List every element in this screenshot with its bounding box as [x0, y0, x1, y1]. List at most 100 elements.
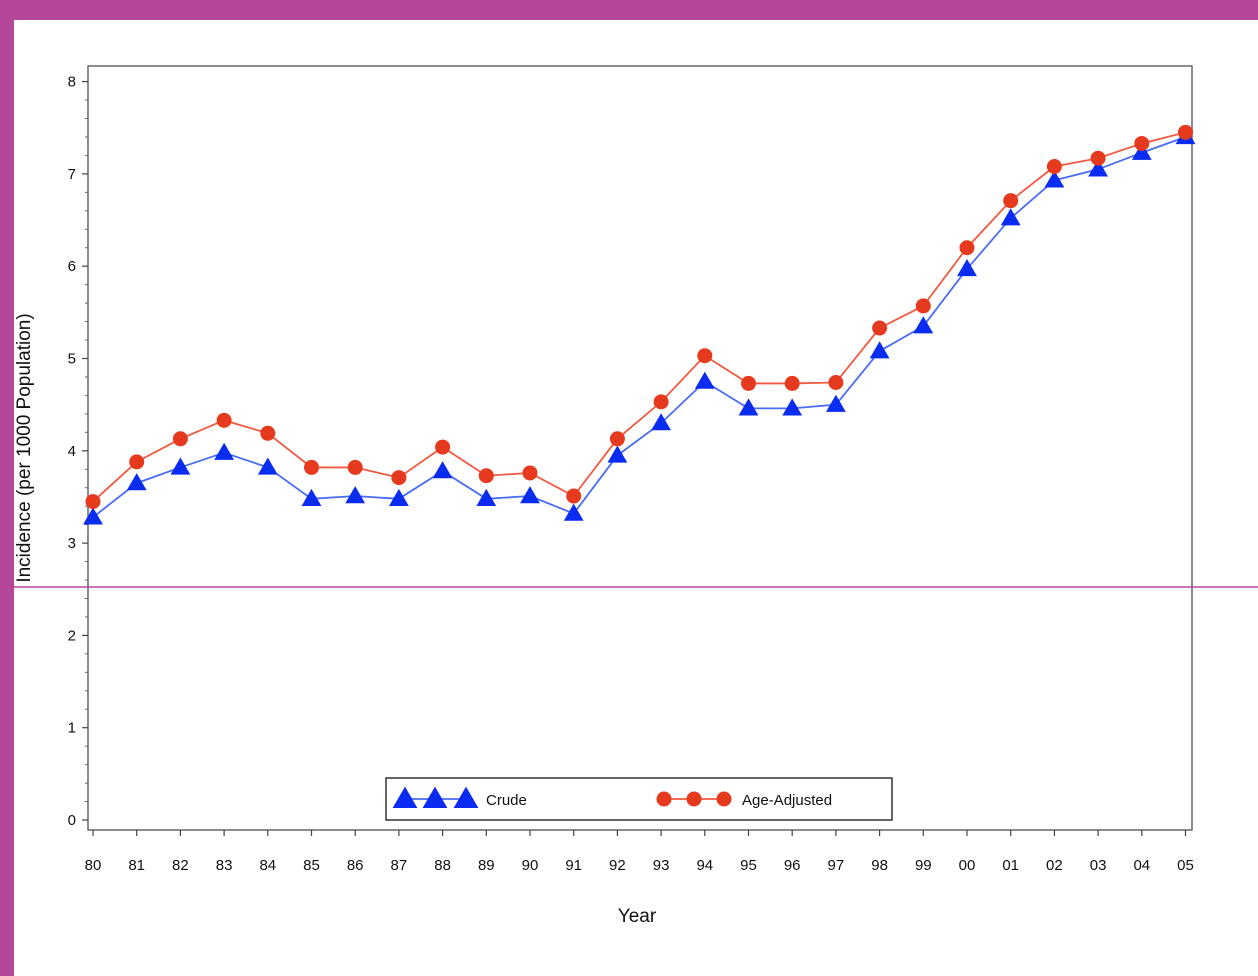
data-point-crude — [782, 398, 803, 416]
data-point-age-adjusted — [391, 470, 407, 486]
x-tick-label: 89 — [478, 857, 495, 874]
data-point-age-adjusted — [784, 375, 800, 391]
y-axis: 0 1 2 3 4 5 6 7 8 — [68, 74, 88, 829]
data-point-age-adjusted — [129, 454, 145, 470]
plot-frame — [87, 65, 1193, 831]
x-tick-label: 81 — [128, 857, 145, 874]
frame-top-bar — [0, 0, 1258, 20]
data-point-age-adjusted — [741, 375, 756, 391]
data-point-age-adjusted — [653, 394, 669, 410]
x-tick-label: 99 — [915, 857, 932, 874]
data-point-age-adjusted — [1090, 150, 1106, 166]
data-point-age-adjusted — [915, 298, 931, 314]
legend: Crude Age-Adjusted — [385, 777, 893, 821]
legend-age-adjusted-marker — [656, 791, 732, 807]
legend-crude-triangle — [453, 786, 479, 808]
data-point-age-adjusted — [1178, 124, 1193, 140]
data-point-crude — [913, 316, 934, 334]
data-point-crude — [651, 413, 672, 431]
data-point-crude — [345, 486, 366, 504]
data-point-age-adjusted — [85, 494, 101, 510]
y-tick-label: 2 — [68, 627, 76, 644]
data-point-crude — [83, 507, 103, 525]
y-tick-label: 7 — [68, 166, 76, 183]
y-axis-title: Incidence (per 1000 Population) — [14, 313, 35, 582]
x-tick-label: 04 — [1133, 857, 1150, 874]
data-point-crude — [607, 445, 628, 463]
series-line-age-adjusted — [92, 131, 1186, 503]
data-point-crude — [126, 473, 147, 491]
x-tick-label: 93 — [653, 857, 670, 874]
data-point-crude — [738, 398, 759, 416]
data-point-crude — [301, 488, 322, 506]
data-point-crude — [1000, 208, 1021, 226]
data-point-age-adjusted — [347, 459, 363, 475]
legend-crude-triangle — [392, 786, 418, 808]
x-tick-label: 86 — [347, 857, 364, 874]
data-point-crude — [170, 457, 191, 475]
x-tick-label: 87 — [391, 857, 408, 874]
x-axis-title: Year — [618, 906, 657, 927]
data-point-age-adjusted — [1003, 193, 1019, 209]
data-point-crude — [1044, 170, 1065, 188]
data-point-crude — [476, 488, 497, 506]
data-point-crude — [825, 394, 846, 412]
x-tick-label: 97 — [828, 857, 845, 874]
y-tick-label: 3 — [68, 535, 76, 552]
series-line-crude — [92, 136, 1186, 518]
data-point-crude — [1131, 142, 1152, 160]
x-tick-label: 02 — [1046, 857, 1063, 874]
x-tick-label: 98 — [871, 857, 888, 874]
data-point-age-adjusted — [697, 348, 713, 364]
legend-age-adjusted-circle — [686, 791, 702, 807]
data-point-crude — [869, 341, 890, 359]
x-tick-label: 96 — [784, 857, 801, 874]
x-tick-label: 80 — [85, 857, 102, 874]
data-point-crude — [1088, 159, 1109, 177]
legend-age-adjusted-circle — [716, 791, 732, 807]
data-point-age-adjusted — [959, 240, 975, 256]
x-tick-label: 95 — [740, 857, 757, 874]
legend-crude-triangle — [422, 786, 448, 808]
data-point-crude — [957, 259, 977, 277]
data-point-age-adjusted — [566, 488, 582, 504]
data-point-age-adjusted — [1134, 135, 1150, 151]
x-tick-label: 90 — [522, 857, 539, 874]
data-point-age-adjusted — [435, 439, 451, 455]
x-tick-label: 82 — [172, 857, 189, 874]
data-point-age-adjusted — [216, 412, 232, 428]
y-tick-label: 5 — [68, 351, 76, 368]
series-layer — [83, 124, 1196, 525]
data-point-age-adjusted — [478, 468, 494, 484]
y-tick-label: 4 — [68, 443, 76, 460]
x-tick-label: 91 — [565, 857, 582, 874]
data-point-age-adjusted — [304, 459, 319, 475]
x-tick-label: 03 — [1090, 857, 1107, 874]
x-tick-label: 83 — [216, 857, 233, 874]
y-tick-label: 6 — [68, 258, 76, 275]
y-tick-label: 8 — [68, 74, 76, 91]
data-point-crude — [432, 461, 453, 479]
data-point-crude — [388, 488, 409, 506]
x-tick-label: 88 — [434, 857, 451, 874]
y-tick-label: 0 — [68, 812, 76, 829]
x-tick-label: 00 — [959, 857, 976, 874]
x-tick-label: 84 — [259, 857, 276, 874]
legend-crude-label: Crude — [486, 792, 527, 809]
data-point-age-adjusted — [522, 465, 538, 481]
data-point-age-adjusted — [172, 431, 188, 447]
data-point-age-adjusted — [1046, 159, 1062, 175]
data-point-crude — [563, 503, 584, 521]
data-point-age-adjusted — [260, 425, 276, 441]
legend-crude-marker — [392, 786, 479, 808]
data-point-age-adjusted — [828, 374, 844, 390]
x-tick-label: 94 — [696, 857, 713, 874]
x-tick-label: 85 — [303, 857, 320, 874]
data-point-crude — [694, 371, 715, 389]
x-axis: 80 81 82 83 84 85 86 87 88 89 90 91 92 93 94 95 96 97 98 99… — [85, 830, 1194, 874]
x-tick-label: 05 — [1177, 857, 1194, 874]
legend-age-adjusted-circle — [656, 791, 672, 807]
y-tick-label: 1 — [68, 720, 76, 737]
data-point-crude — [520, 486, 540, 504]
data-point-age-adjusted — [609, 431, 625, 447]
